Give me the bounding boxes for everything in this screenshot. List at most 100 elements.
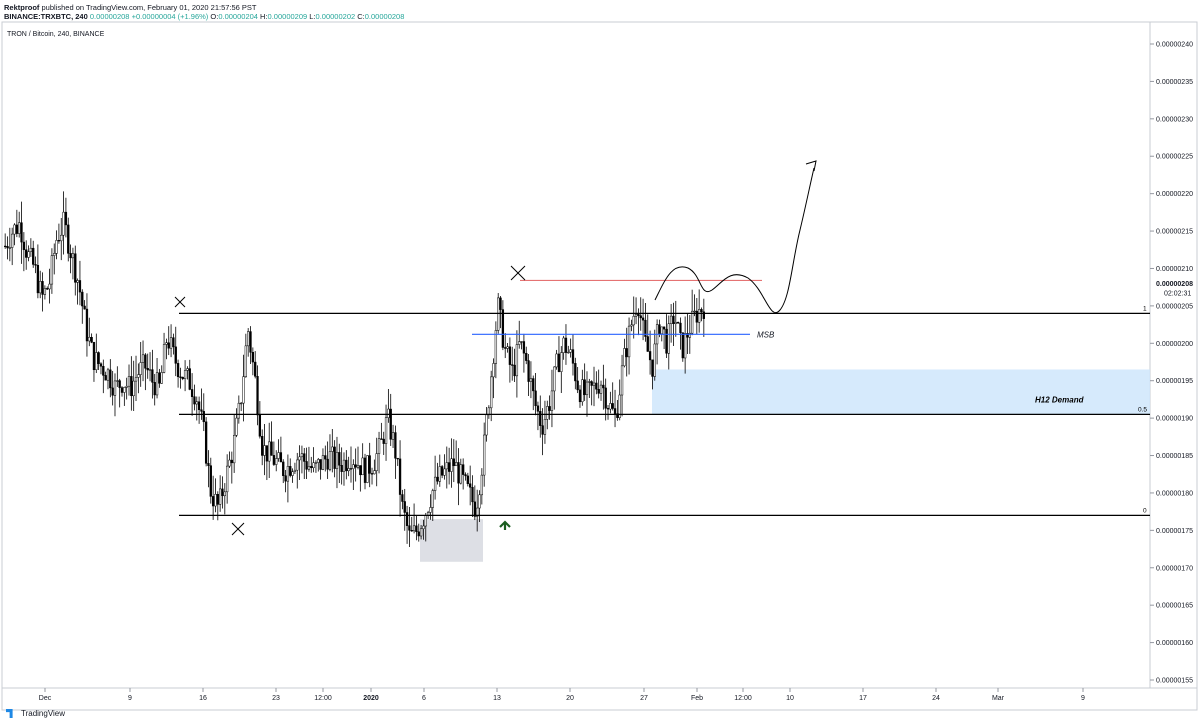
candle-down xyxy=(6,246,9,249)
candle-up xyxy=(546,406,549,420)
candle-up xyxy=(228,459,231,467)
candle-up xyxy=(48,283,51,290)
candle-down xyxy=(190,389,194,397)
candle-down xyxy=(146,368,149,371)
candle-down xyxy=(67,224,70,254)
candle-down xyxy=(625,348,628,358)
candle-up xyxy=(293,469,297,472)
candle-up xyxy=(609,403,612,410)
fib-label-0: 0 xyxy=(1143,507,1147,514)
candle-up xyxy=(116,380,119,382)
candle-up xyxy=(373,470,376,475)
time-tick-label: 13 xyxy=(493,695,501,702)
candle-down xyxy=(462,464,465,475)
candle-up xyxy=(497,297,500,331)
candle-down xyxy=(272,455,276,465)
candle-down xyxy=(695,310,698,323)
candle-down xyxy=(340,465,343,472)
author-name[interactable]: Rektproof xyxy=(4,3,40,12)
price-axis[interactable]: 0.00000240 0.00000235 0.00000230 0.00000225… xyxy=(1150,42,1193,685)
candle-up xyxy=(693,310,696,313)
candle-down xyxy=(548,406,551,411)
candle-down xyxy=(637,313,640,316)
candle-down xyxy=(15,224,19,234)
candle-up xyxy=(183,370,187,380)
candle-down xyxy=(41,281,44,295)
candle-down xyxy=(207,463,210,466)
price-tick-label: 0.00000195 xyxy=(1156,378,1193,385)
candle-down xyxy=(20,222,23,243)
candle-up xyxy=(268,441,271,462)
candle-up xyxy=(688,332,691,338)
candle-up xyxy=(518,341,521,345)
time-tick-label: 9 xyxy=(128,695,132,702)
tradingview-logo[interactable]: TradingView xyxy=(6,709,65,718)
candle-down xyxy=(78,280,82,293)
candle-down xyxy=(284,475,287,482)
open-value: 0.00000204 xyxy=(218,12,258,21)
candle-down xyxy=(282,461,285,476)
candle-down xyxy=(172,337,175,348)
candle-down xyxy=(532,378,535,392)
price-tick-label: 0.00000240 xyxy=(1156,42,1193,49)
candle-down xyxy=(25,249,28,258)
candle-down xyxy=(256,376,259,416)
candle-down xyxy=(363,457,367,483)
candle-down xyxy=(230,459,233,464)
candle-down xyxy=(265,445,269,462)
high-label: H: xyxy=(260,12,268,21)
candle-down xyxy=(153,382,156,396)
time-tick-label: 27 xyxy=(640,695,648,702)
candle-down xyxy=(174,346,177,364)
candle-down xyxy=(595,382,598,390)
price-tick-label: 0.00000225 xyxy=(1156,154,1193,161)
candle-down xyxy=(209,465,212,497)
demand-zone xyxy=(652,369,1150,415)
candle-down xyxy=(616,413,619,418)
price-tick-label: 0.00000215 xyxy=(1156,229,1193,236)
demand-label: H12 Demand xyxy=(1035,395,1085,404)
price-tick-label: 0.00000200 xyxy=(1156,341,1193,348)
price-tick-label: 0.00000205 xyxy=(1156,303,1193,310)
candle-down xyxy=(436,476,439,482)
time-axis[interactable]: Dec 9 16 23 12:00 2020 6 13 20 27 Feb 12:00 10 17 24 Ma… xyxy=(39,688,1085,702)
candle-up xyxy=(312,462,315,469)
candle-down xyxy=(36,264,40,294)
low-value: 0.00000202 xyxy=(315,12,356,21)
candle-up xyxy=(240,402,243,405)
candle-down xyxy=(74,253,77,283)
candle-down xyxy=(319,459,322,470)
chart-border xyxy=(1,21,1198,711)
candle-up xyxy=(433,476,437,491)
candle-down xyxy=(303,453,306,462)
candle-down xyxy=(111,387,114,396)
candle-up xyxy=(483,434,486,476)
symbol-text: BINANCE:TRXBTC, 240 xyxy=(4,12,88,21)
candle-down xyxy=(109,369,112,389)
candle-up xyxy=(247,331,250,347)
candle-up xyxy=(237,402,240,419)
candle-up xyxy=(550,390,554,411)
candle-up xyxy=(342,459,346,472)
candle-up xyxy=(277,452,280,459)
candle-down xyxy=(644,319,647,337)
candle-up xyxy=(515,344,519,377)
candle-up xyxy=(317,459,320,463)
candle-down xyxy=(686,333,689,338)
time-tick-label: 10 xyxy=(786,695,794,702)
fib-label-05: 0.5 xyxy=(1138,406,1147,413)
candle-down xyxy=(349,468,353,470)
candle-down xyxy=(279,452,283,463)
candle-down xyxy=(700,309,703,313)
projection-path xyxy=(654,167,815,313)
candle-down xyxy=(440,466,444,476)
last-price-label: 0.00000208 xyxy=(1156,281,1193,288)
candle-down xyxy=(672,315,675,325)
candle-up xyxy=(18,222,21,234)
candle-down xyxy=(324,455,327,460)
candle-down xyxy=(202,411,205,423)
candle-down xyxy=(646,336,649,352)
price-tick-label: 0.00000220 xyxy=(1156,191,1193,198)
candle-down xyxy=(499,297,502,310)
